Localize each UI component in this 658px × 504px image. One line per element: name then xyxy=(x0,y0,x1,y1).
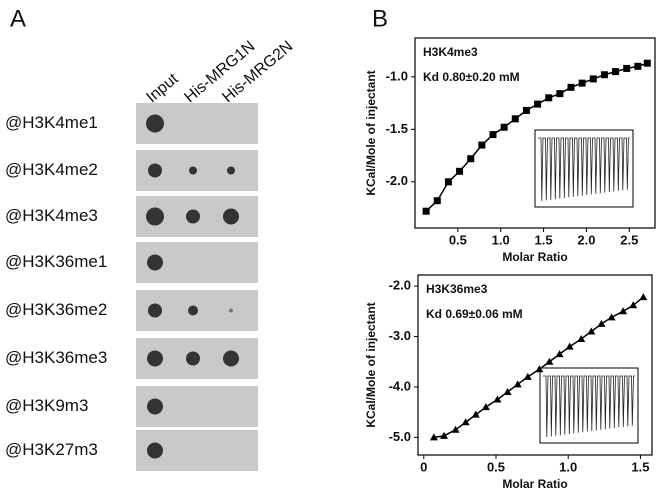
point xyxy=(451,425,460,433)
x-tick-label: 2.0 xyxy=(577,232,595,247)
plot-frame xyxy=(417,274,653,456)
point xyxy=(565,342,574,350)
point xyxy=(600,71,608,79)
point xyxy=(556,90,564,98)
point xyxy=(535,365,544,373)
point xyxy=(440,431,448,439)
point xyxy=(433,197,441,205)
y-tick-label: -5.0 xyxy=(389,429,411,444)
point xyxy=(471,410,480,418)
blot-dot xyxy=(148,163,162,178)
x-tick-label: 0.5 xyxy=(449,232,467,247)
y-axis-label: KCal/Mole of injectant xyxy=(364,70,378,195)
point xyxy=(567,83,575,91)
chart-title: H3K4me3 xyxy=(423,45,478,59)
point xyxy=(493,395,502,403)
x-tick-label: 1.0 xyxy=(492,232,510,247)
point xyxy=(545,94,553,102)
point xyxy=(503,387,512,395)
point xyxy=(478,141,486,149)
panel-label: B xyxy=(372,5,388,32)
x-tick-label: 0.5 xyxy=(487,459,505,474)
y-tick-label: -2.0 xyxy=(389,278,411,293)
y-tick-label: -2.0 xyxy=(386,173,408,188)
blot-dot xyxy=(223,208,239,225)
blot-dot xyxy=(146,207,164,226)
blot-dot xyxy=(229,308,233,313)
x-tick-label: 1.5 xyxy=(535,232,553,247)
point xyxy=(629,301,638,309)
point xyxy=(429,433,438,441)
point xyxy=(597,319,606,327)
row-label: @H3K36me2 xyxy=(5,300,107,319)
point xyxy=(607,313,616,321)
blot-dot xyxy=(146,114,164,133)
y-tick-label: -3.0 xyxy=(389,328,411,343)
point xyxy=(623,64,631,72)
column-header: Input xyxy=(143,70,182,106)
point xyxy=(523,372,532,380)
row-label: @H3K36me1 xyxy=(5,252,107,271)
point xyxy=(612,68,620,76)
point xyxy=(589,75,597,83)
point xyxy=(422,207,430,215)
row-label: @H3K4me3 xyxy=(5,206,98,225)
blot-dot xyxy=(186,351,200,366)
y-tick-label: -1.5 xyxy=(386,121,408,136)
blot-dot xyxy=(147,442,163,459)
point xyxy=(639,293,648,301)
row-label: @H3K4me2 xyxy=(5,160,98,179)
point xyxy=(619,307,628,315)
inset-trace xyxy=(543,375,635,438)
chart-title: H3K36me3 xyxy=(426,282,488,296)
blot-dot xyxy=(223,350,239,367)
point xyxy=(511,115,519,123)
blot-dot xyxy=(186,209,200,224)
y-tick-label: -1.0 xyxy=(386,68,408,83)
row-label: @H3K27m3 xyxy=(5,440,98,459)
row-label: @H3K36me3 xyxy=(5,348,107,367)
point xyxy=(467,155,475,163)
row-label: @H3K4me1 xyxy=(5,113,98,132)
blot-dot xyxy=(189,166,197,175)
point xyxy=(534,100,542,108)
x-tick-label: 1.5 xyxy=(631,459,649,474)
blot-dot xyxy=(147,398,163,415)
point xyxy=(456,167,464,175)
point xyxy=(545,357,554,365)
point xyxy=(555,350,564,358)
blot-dot xyxy=(147,350,163,367)
blot-dot xyxy=(188,305,198,316)
point xyxy=(587,327,596,335)
point xyxy=(500,123,508,131)
point xyxy=(481,403,490,411)
point xyxy=(634,62,642,70)
row-label: @H3K9m3 xyxy=(5,396,88,415)
x-tick-label: 0 xyxy=(420,459,427,474)
point xyxy=(461,418,470,426)
annotation: Kd 0.80±0.20 mM xyxy=(423,70,520,84)
annotation: Kd 0.69±0.06 mM xyxy=(426,307,523,321)
y-tick-label: -4.0 xyxy=(389,378,411,393)
point xyxy=(522,106,530,114)
point xyxy=(489,131,497,139)
point xyxy=(444,178,452,186)
x-axis-label: Molar Ratio xyxy=(502,477,567,491)
point xyxy=(578,79,586,87)
panel-label: A xyxy=(10,5,26,32)
y-axis-label: KCal/Mole of injectant xyxy=(364,302,378,427)
inset-trace xyxy=(538,137,630,202)
point xyxy=(513,380,522,388)
blot-dot xyxy=(227,166,235,175)
point xyxy=(577,335,586,343)
blot-dot xyxy=(148,303,162,318)
point xyxy=(643,59,651,67)
x-tick-label: 2.5 xyxy=(620,232,638,247)
x-tick-label: 1.0 xyxy=(559,459,577,474)
x-axis-label: Molar Ratio xyxy=(502,250,567,264)
plot-frame xyxy=(414,37,656,229)
blot-dot xyxy=(147,254,163,271)
